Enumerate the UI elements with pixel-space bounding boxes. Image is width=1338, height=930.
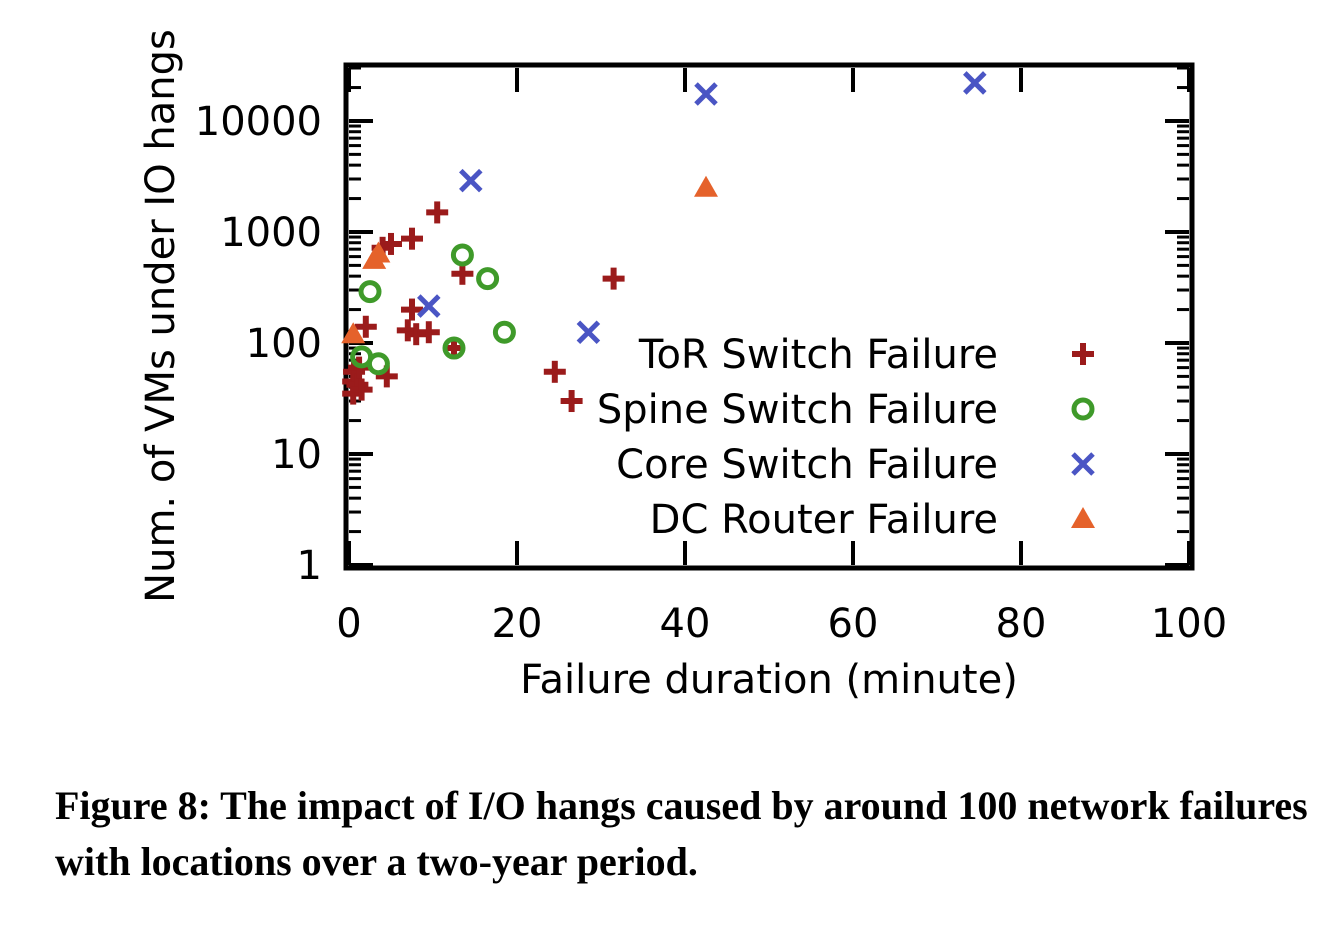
data-point-plus [560,390,583,413]
legend-marker-plus [1072,343,1094,365]
legend-label: Core Switch Failure [616,442,998,488]
legend-label: Spine Switch Failure [597,387,998,433]
data-point-x [694,82,718,106]
x-tick-label: 20 [492,601,543,647]
data-point-circle [450,243,474,267]
data-point-circle [358,280,382,304]
y-tick-label: 10 [271,432,322,478]
data-point-plus [417,321,440,344]
data-point-triangle [341,322,366,344]
figure-caption: Figure 8: The impact of I/O hangs caused… [55,783,1308,884]
y-tick-label: 1 [297,543,322,589]
data-point-plus [354,315,377,338]
data-point-plus [426,201,449,224]
x-axis-title: Failure duration (minute) [520,657,1018,703]
y-tick-label: 10000 [195,99,322,145]
legend-marker-triangle [1071,507,1095,528]
data-point-plus [401,227,423,250]
y-tick-label: 1000 [220,210,322,256]
data-point-plus [543,360,566,383]
legend-marker-x [1071,452,1095,476]
data-point-circle [476,267,500,291]
data-point-triangle [694,175,718,197]
data-point-x [963,71,987,95]
data-point-plus [602,267,625,290]
y-axis-title: Num. of VMs under IO hangs [138,29,184,603]
data-point-triangle [366,241,391,263]
legend-label: DC Router Failure [650,497,998,543]
x-tick-label: 0 [336,601,361,647]
legend-marker-circle [1071,397,1095,421]
data-point-circle [492,320,516,344]
data-point-plus [401,298,423,321]
x-tick-label: 60 [828,601,879,647]
data-point-x [576,320,601,344]
x-tick-label: 100 [1151,601,1227,647]
data-point-circle [442,336,466,360]
x-tick-label: 40 [660,601,711,647]
chart-svg: 0 20 40 60 80 100 1 10 100 1000 10000 ToR Switch F… [138,29,1227,703]
data-point-x [417,294,441,318]
data-point-plus [350,378,373,401]
data-point-x [459,168,483,193]
plot-frame [343,62,1195,571]
legend-label: ToR Switch Failure [638,332,998,378]
x-tick-label: 80 [996,601,1047,647]
y-tick-label: 100 [246,321,322,367]
data-point-plus [380,232,402,255]
data-point-circle [366,352,390,376]
